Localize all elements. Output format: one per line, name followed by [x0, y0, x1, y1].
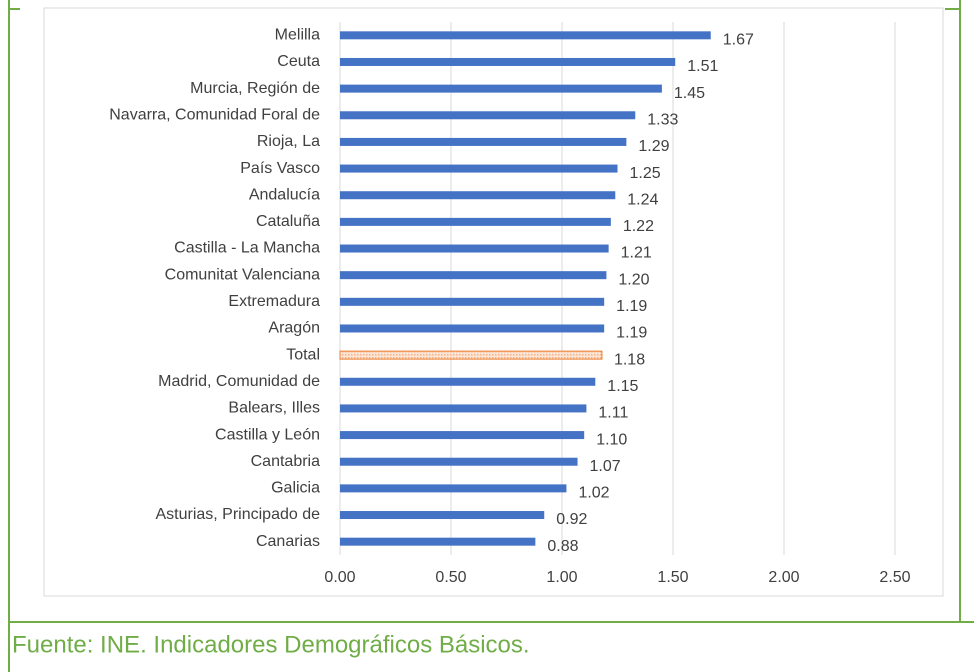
value-label: 0.88 [547, 538, 578, 555]
bar [340, 111, 636, 120]
bar [340, 484, 567, 493]
bar [340, 457, 578, 466]
value-label: 1.07 [590, 458, 621, 475]
bar [340, 511, 545, 520]
chart-area [43, 7, 944, 597]
value-label: 1.11 [598, 405, 628, 422]
x-tick-label: 0.50 [435, 569, 466, 586]
y-tick-label: Aragón [268, 320, 320, 337]
x-tick-label: 2.50 [879, 569, 910, 586]
value-label: 1.10 [596, 431, 627, 448]
bar [340, 324, 605, 333]
bar [340, 431, 585, 440]
y-tick-label: Ceuta [277, 53, 320, 70]
y-tick-label: Canarias [256, 533, 320, 550]
y-tick-label: Castilla y León [215, 426, 320, 443]
x-tick-label: 1.00 [546, 569, 577, 586]
y-tick-label: Rioja, La [257, 133, 320, 150]
y-tick-label: Cantabria [251, 453, 320, 470]
y-tick-label: Asturias, Principado de [155, 506, 320, 523]
y-tick-label: Navarra, Comunidad Foral de [109, 106, 320, 123]
bar [340, 57, 676, 66]
bar [340, 537, 536, 546]
value-label: 1.19 [616, 298, 647, 315]
x-tick-label: 2.00 [768, 569, 799, 586]
value-label: 1.45 [674, 85, 705, 102]
value-label: 1.22 [623, 218, 654, 235]
value-label: 1.18 [614, 351, 645, 368]
bar [340, 404, 587, 413]
bar [340, 164, 618, 173]
y-tick-label: Cataluña [256, 213, 320, 230]
y-tick-label: Galicia [271, 480, 320, 497]
value-label: 1.33 [647, 111, 678, 128]
bar [340, 377, 596, 386]
bar [340, 217, 611, 226]
value-label: 1.67 [723, 32, 754, 49]
source-note: Fuente: INE. Indicadores Demográficos Bá… [12, 631, 530, 658]
value-label: 1.51 [687, 58, 718, 75]
y-tick-label: Melilla [275, 27, 320, 44]
value-label: 1.15 [607, 378, 638, 395]
x-tick-label: 1.50 [657, 569, 688, 586]
value-label: 1.02 [578, 485, 609, 502]
y-tick-label: Madrid, Comunidad de [158, 373, 320, 390]
bar [340, 271, 607, 280]
value-label: 1.29 [638, 138, 669, 155]
y-tick-label: País Vasco [240, 160, 320, 177]
value-label: 0.92 [556, 511, 587, 528]
bar [340, 244, 609, 253]
bar [340, 84, 662, 93]
x-tick-label: 0.00 [324, 569, 355, 586]
y-tick-label: Comunitat Valenciana [165, 266, 320, 283]
y-tick-label: Extremadura [228, 293, 320, 310]
bar [340, 297, 605, 306]
value-label: 1.24 [627, 191, 658, 208]
bar [340, 137, 627, 146]
y-tick-label: Total [286, 346, 320, 363]
value-label: 1.19 [616, 325, 647, 342]
value-label: 1.25 [630, 165, 661, 182]
bar [339, 350, 603, 360]
y-tick-label: Balears, Illes [228, 400, 320, 417]
value-label: 1.20 [618, 271, 649, 288]
y-tick-label: Andalucía [249, 186, 320, 203]
bar [340, 191, 616, 200]
value-label: 1.21 [621, 245, 652, 262]
y-tick-label: Murcia, Región de [190, 80, 320, 97]
y-tick-label: Castilla - La Mancha [174, 240, 320, 257]
bar [340, 31, 711, 40]
